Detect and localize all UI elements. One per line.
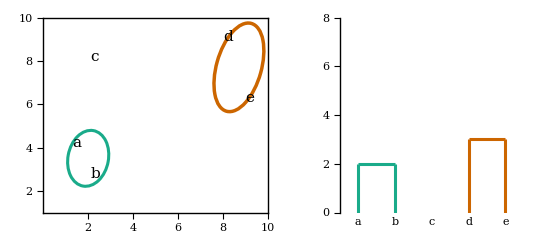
Text: a: a	[72, 136, 82, 150]
Text: e: e	[246, 91, 255, 105]
Text: b: b	[90, 166, 100, 180]
Text: c: c	[91, 50, 99, 64]
Text: d: d	[223, 30, 233, 44]
